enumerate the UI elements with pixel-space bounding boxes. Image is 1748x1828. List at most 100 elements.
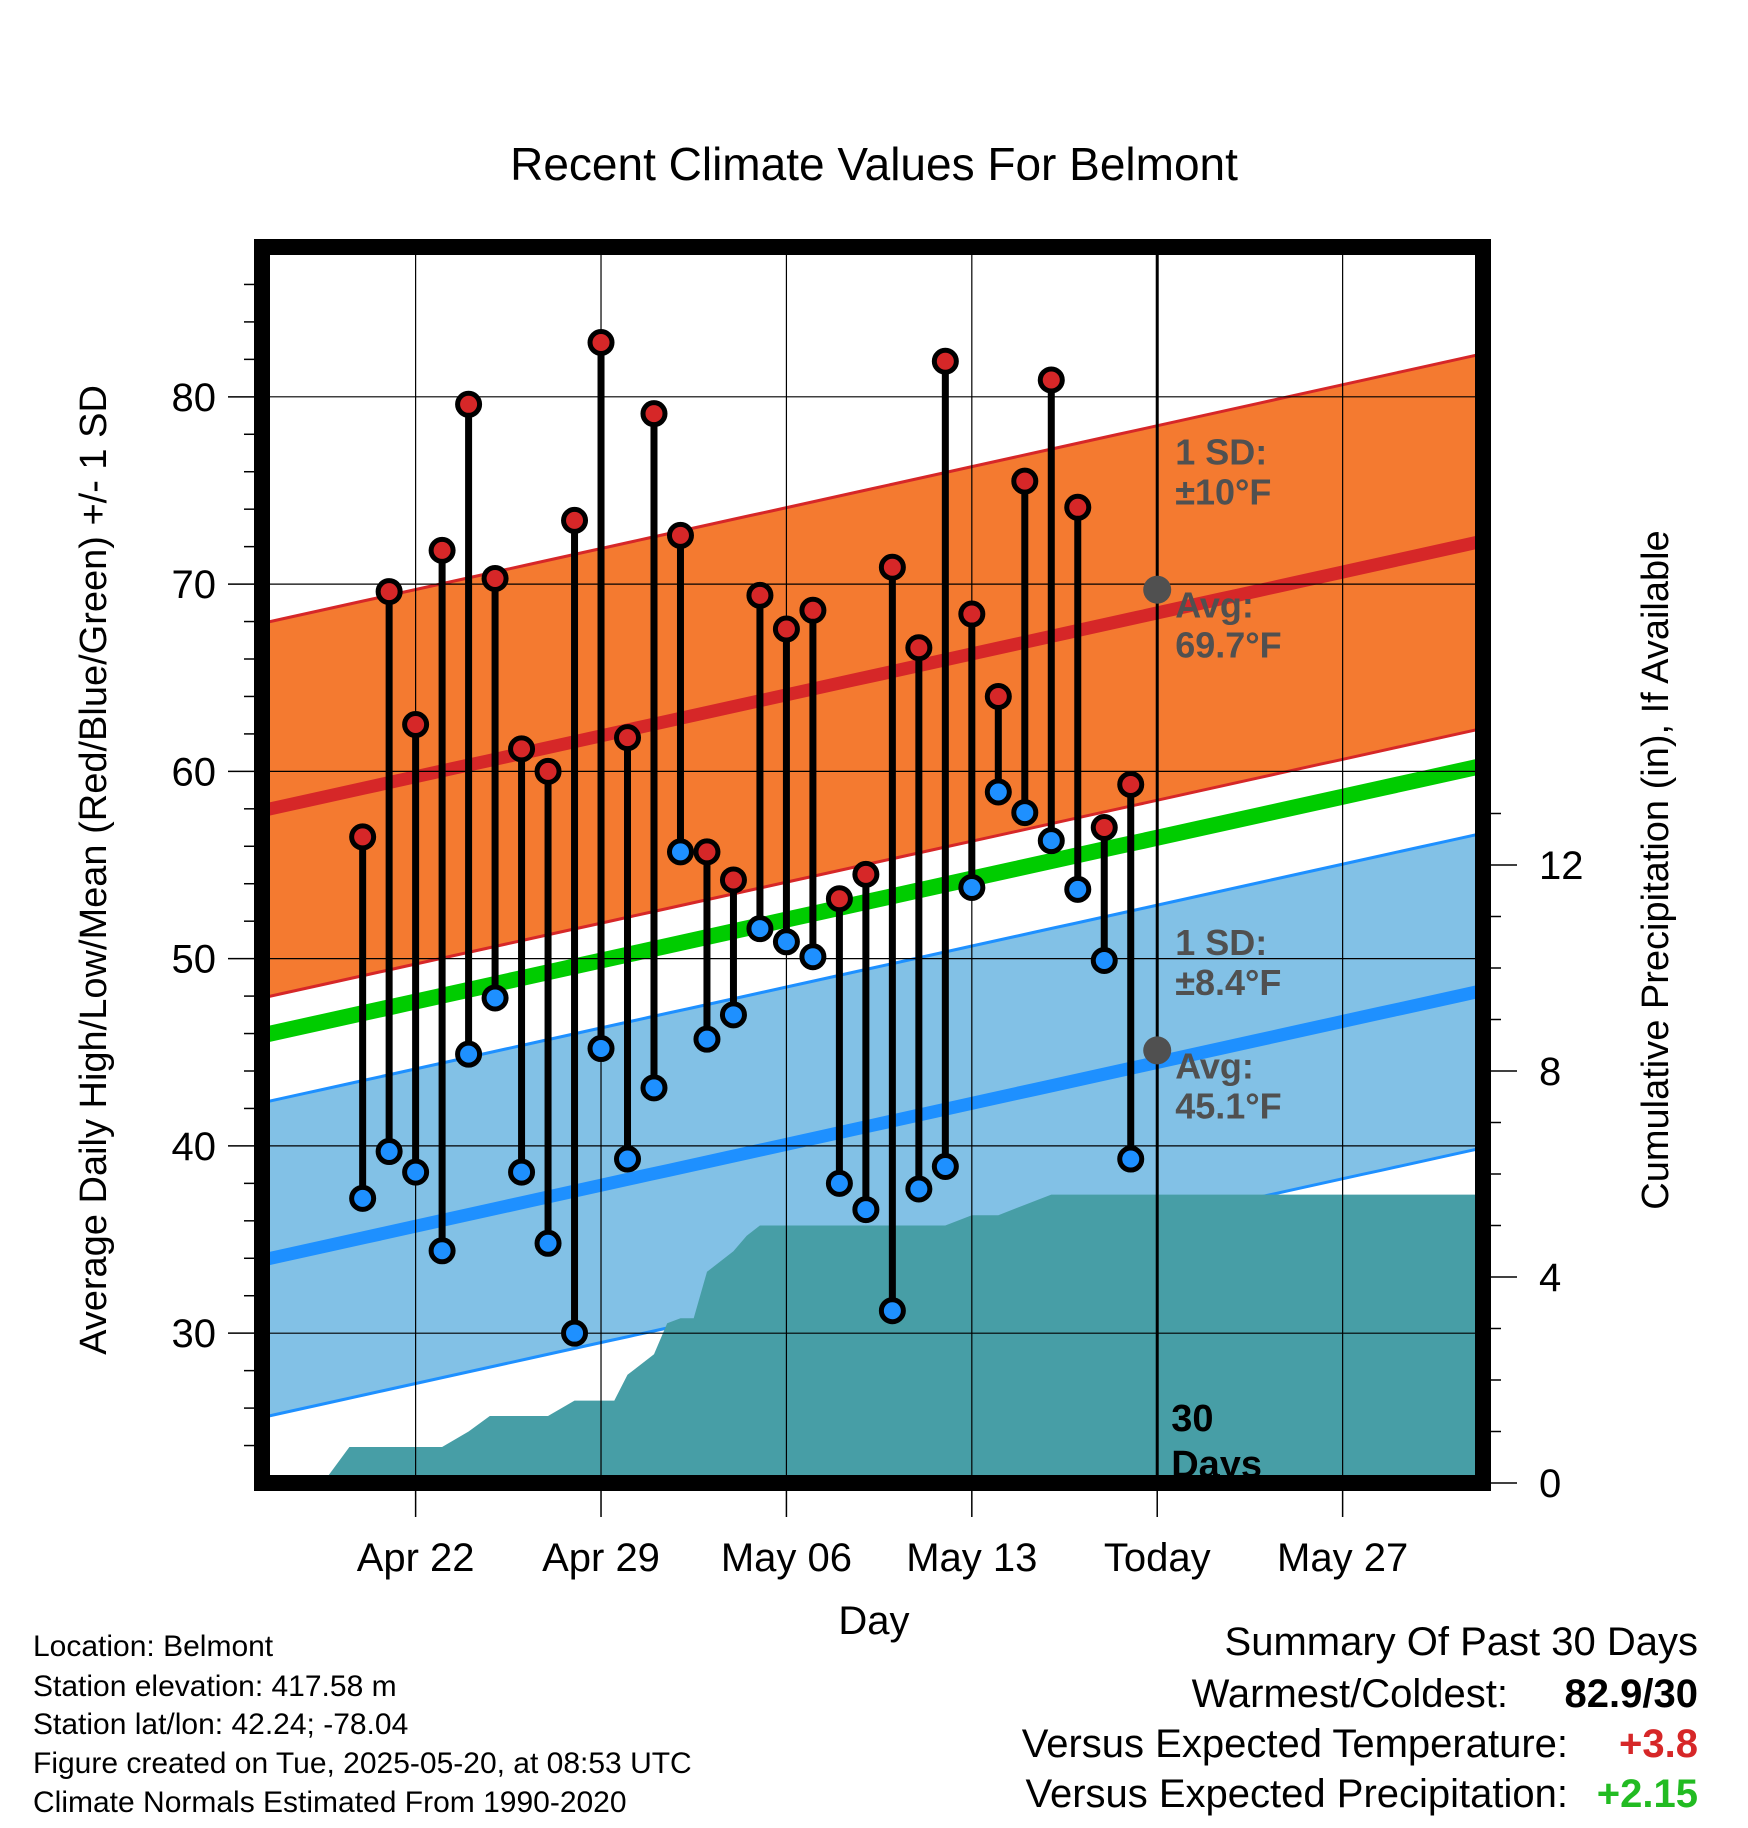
daily-high-marker bbox=[878, 553, 906, 581]
daily-high-marker bbox=[375, 578, 403, 606]
summary-precip-value: +2.15 bbox=[1596, 1772, 1698, 1816]
y-tick-label: 60 bbox=[172, 750, 217, 794]
daily-high-marker bbox=[481, 564, 509, 592]
daily-high-marker bbox=[1011, 467, 1039, 495]
info-created: Figure created on Tue, 2025-05-20, at 08… bbox=[33, 1747, 692, 1780]
low-avg-line bbox=[262, 984, 1483, 1267]
daily-high-marker bbox=[349, 823, 377, 851]
daily-low-marker bbox=[455, 1040, 483, 1068]
daily-low-marker bbox=[1090, 947, 1118, 975]
y2-tick-label: 8 bbox=[1539, 1050, 1561, 1094]
daily-low-marker bbox=[772, 928, 800, 956]
daily-high-marker bbox=[905, 634, 933, 662]
daily-low-marker bbox=[666, 838, 694, 866]
daily-high-marker bbox=[984, 682, 1012, 710]
low-avg-annotation: Avg: bbox=[1175, 1045, 1254, 1086]
y2-tick-label: 12 bbox=[1539, 844, 1584, 888]
daily-low-marker bbox=[825, 1169, 853, 1197]
daily-low-marker bbox=[1037, 827, 1065, 855]
daily-low-marker bbox=[878, 1297, 906, 1325]
y2-axis-label: Cumulative Precipitation (in), If Availa… bbox=[1635, 530, 1677, 1209]
daily-high-marker bbox=[719, 866, 747, 894]
plot-frame bbox=[254, 239, 1491, 1491]
daily-low-marker bbox=[852, 1196, 880, 1224]
precip-area bbox=[322, 1194, 1483, 1483]
daily-high-marker bbox=[508, 735, 536, 763]
daily-low-marker bbox=[640, 1074, 668, 1102]
daily-low-marker bbox=[614, 1145, 642, 1173]
daily-high-marker bbox=[614, 724, 642, 752]
x-tick-label: Today bbox=[1104, 1536, 1211, 1580]
summary-warm-label: Warmest/Coldest: bbox=[1191, 1672, 1508, 1716]
info-normals: Climate Normals Estimated From 1990-2020 bbox=[33, 1786, 627, 1819]
low-sd-annotation: ±8.4°F bbox=[1175, 962, 1281, 1003]
daily-high-marker bbox=[402, 711, 430, 739]
daily-low-marker bbox=[561, 1319, 589, 1347]
y2-tick-label: 4 bbox=[1539, 1256, 1561, 1300]
daily-low-marker bbox=[931, 1153, 959, 1181]
summary-warm-value: 82.9/30 bbox=[1564, 1672, 1698, 1716]
daily-high-marker bbox=[534, 757, 562, 785]
x-tick-label: May 27 bbox=[1277, 1536, 1408, 1580]
daily-low-marker bbox=[1064, 875, 1092, 903]
daily-low-marker bbox=[349, 1184, 377, 1212]
daily-low-marker bbox=[508, 1158, 536, 1186]
daily-low-marker bbox=[1011, 799, 1039, 827]
daily-low-marker bbox=[481, 984, 509, 1012]
daily-high-marker bbox=[640, 400, 668, 428]
info-elevation: Station elevation: 417.58 m bbox=[33, 1670, 397, 1703]
y-axis-label: Average Daily High/Low/Mean (Red/Blue/Gr… bbox=[73, 385, 115, 1355]
today-days-annotation: 30 bbox=[1171, 1398, 1213, 1440]
y-tick-label: 30 bbox=[172, 1312, 217, 1356]
x-axis-label: Day bbox=[838, 1599, 909, 1643]
daily-high-marker bbox=[455, 390, 483, 418]
daily-low-marker bbox=[799, 943, 827, 971]
daily-high-marker bbox=[825, 885, 853, 913]
daily-low-marker bbox=[984, 778, 1012, 806]
y-tick-label: 70 bbox=[172, 563, 217, 607]
x-tick-label: Apr 22 bbox=[357, 1536, 475, 1580]
x-tick-label: May 06 bbox=[721, 1536, 852, 1580]
daily-high-marker bbox=[1117, 770, 1145, 798]
daily-low-marker bbox=[587, 1035, 615, 1063]
info-latlon: Station lat/lon: 42.24; -78.04 bbox=[33, 1708, 409, 1741]
summary-precip-label: Versus Expected Precipitation: bbox=[1025, 1772, 1568, 1816]
daily-high-marker bbox=[958, 600, 986, 628]
low-sd-annotation: 1 SD: bbox=[1175, 922, 1267, 963]
daily-high-marker bbox=[852, 860, 880, 888]
today-high-avg-marker bbox=[1143, 575, 1172, 604]
daily-low-marker bbox=[1117, 1145, 1145, 1173]
summary-temp-label: Versus Expected Temperature: bbox=[1021, 1722, 1568, 1766]
high-sd-annotation: ±10°F bbox=[1175, 471, 1271, 512]
daily-low-marker bbox=[746, 915, 774, 943]
summary-title: Summary Of Past 30 Days bbox=[1224, 1620, 1698, 1664]
y2-tick-label: 0 bbox=[1539, 1462, 1561, 1506]
today-low-avg-marker bbox=[1143, 1036, 1172, 1065]
daily-high-marker bbox=[428, 536, 456, 564]
chart-title: Recent Climate Values For Belmont bbox=[510, 138, 1238, 190]
summary-temp-value: +3.8 bbox=[1619, 1722, 1698, 1766]
info-location: Location: Belmont bbox=[33, 1630, 274, 1663]
y-tick-label: 80 bbox=[172, 376, 217, 420]
daily-high-marker bbox=[693, 838, 721, 866]
daily-high-marker bbox=[799, 596, 827, 624]
x-tick-label: May 13 bbox=[906, 1536, 1037, 1580]
daily-low-marker bbox=[375, 1138, 403, 1166]
daily-high-marker bbox=[666, 521, 694, 549]
y-tick-label: 50 bbox=[172, 938, 217, 982]
daily-high-marker bbox=[931, 347, 959, 375]
daily-high-marker bbox=[587, 329, 615, 357]
daily-high-marker bbox=[746, 581, 774, 609]
daily-low-marker bbox=[534, 1229, 562, 1257]
daily-low-marker bbox=[719, 1001, 747, 1029]
daily-low-marker bbox=[428, 1237, 456, 1265]
daily-high-marker bbox=[1090, 814, 1118, 842]
high-sd-annotation: 1 SD: bbox=[1175, 431, 1267, 472]
x-tick-label: Apr 29 bbox=[542, 1536, 660, 1580]
daily-high-marker bbox=[561, 506, 589, 534]
daily-high-marker bbox=[1037, 366, 1065, 394]
daily-low-marker bbox=[958, 873, 986, 901]
daily-high-marker bbox=[772, 615, 800, 643]
high-avg-annotation: Avg: bbox=[1175, 585, 1254, 626]
